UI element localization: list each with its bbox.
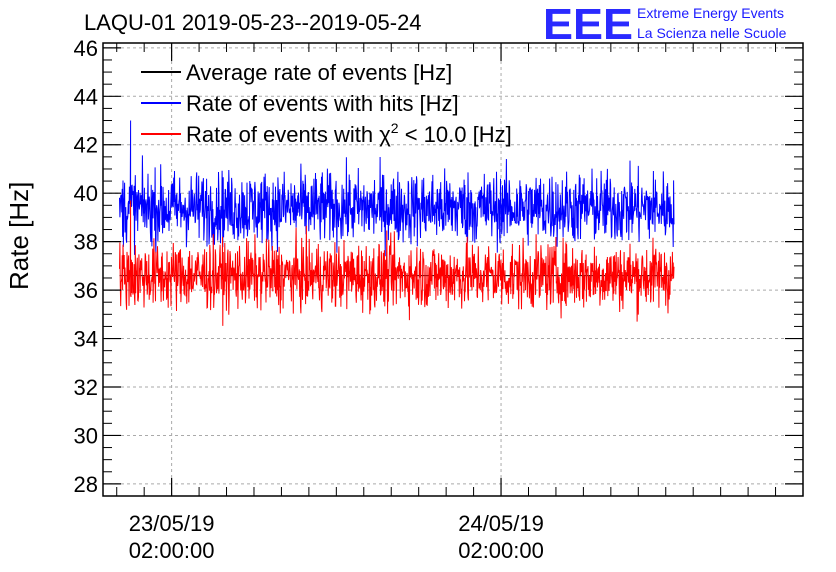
y-tick-label: 38 xyxy=(74,230,98,255)
eee-logo-letters: EEE xyxy=(543,3,633,43)
x-tick-label-date: 24/05/19 xyxy=(458,511,544,536)
x-tick-label-time: 02:00:00 xyxy=(129,538,215,563)
legend-label-average: Average rate of events [Hz] xyxy=(186,60,452,85)
y-tick-label: 30 xyxy=(74,423,98,448)
eee-logo-text: Extreme Energy Events La Scienza nelle S… xyxy=(637,3,786,43)
legend-label-chi2: Rate of events with χ2 < 10.0 [Hz] xyxy=(186,120,512,147)
y-tick-label: 40 xyxy=(74,181,98,206)
legend-chi2-suffix: < 10.0 [Hz] xyxy=(399,122,512,147)
legend-chi2-symbol: χ xyxy=(379,122,391,147)
x-tick-label-date: 23/05/19 xyxy=(129,511,215,536)
legend-chi2-prefix: Rate of events with xyxy=(186,122,379,147)
logo-line-2: La Scienza nelle Scuole xyxy=(637,25,787,41)
y-tick-label: 44 xyxy=(74,84,98,109)
y-tick-label: 46 xyxy=(74,36,98,61)
legend: Average rate of events [Hz] Rate of even… xyxy=(141,60,512,147)
chart-title: LAQU-01 2019-05-23--2019-05-24 xyxy=(84,10,422,35)
y-tick-label: 32 xyxy=(74,375,98,400)
series-layer xyxy=(119,120,675,326)
y-tick-label: 42 xyxy=(74,133,98,158)
y-tick-label: 28 xyxy=(74,472,98,497)
x-tick-label-time: 02:00:00 xyxy=(458,538,544,563)
logo-line-1: Extreme Energy Events xyxy=(637,5,785,21)
eee-logo: EEE xyxy=(543,3,633,43)
plot-frame xyxy=(102,42,804,497)
series-hits xyxy=(119,120,675,257)
y-tick-label: 36 xyxy=(74,278,98,303)
legend-label-hits: Rate of events with hits [Hz] xyxy=(186,91,459,116)
y-tick-label: 34 xyxy=(74,327,98,352)
axis-ticks: 2830323436384042444623/05/1902:00:0024/0… xyxy=(74,36,804,563)
series-chi2 xyxy=(119,200,675,326)
legend-chi2-sup: 2 xyxy=(391,120,399,136)
